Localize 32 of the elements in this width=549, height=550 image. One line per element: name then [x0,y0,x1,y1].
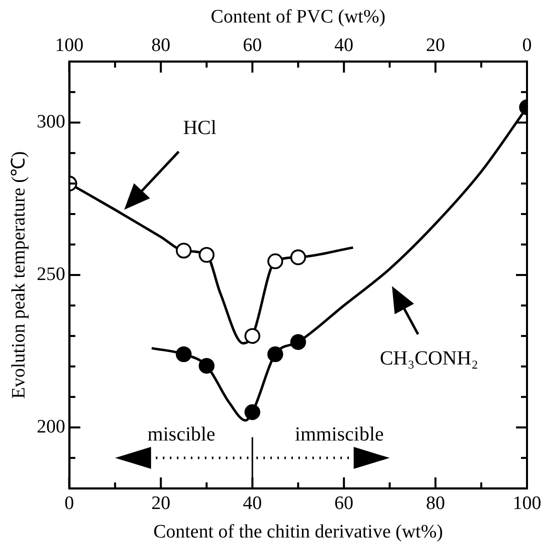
x-tick-label: 100 [512,492,542,514]
x2-tick-label: 100 [55,35,84,56]
y-tick-label: 300 [36,112,66,133]
x-tick-label: 40 [242,492,262,514]
x-tick-label: 0 [64,492,74,514]
point [290,334,306,350]
x-tick-label: 80 [426,492,445,514]
annotation: miscible [148,423,216,446]
x-tick-label: 60 [334,492,354,514]
x2-axis-title: Content of PVC (wt%) [210,6,386,28]
point [244,404,260,420]
point [244,328,260,344]
x-tick-label: 20 [151,492,170,514]
point [198,358,215,374]
point [267,253,284,270]
point [267,346,284,362]
x2-tick-label: 80 [151,35,170,56]
x2-tick-label: 20 [426,35,445,56]
x2-tick-label: 60 [242,35,262,56]
x2-tick-label: 40 [334,35,354,56]
annotation: immiscible [294,423,384,446]
y-tick-label: 250 [36,264,66,285]
x2-tick-label: 0 [522,35,532,56]
point [290,249,306,266]
annotation: CH₃CONH₂ [380,347,478,370]
point [198,246,215,263]
x-axis-title: Content of the chitin derivative (wt%) [153,522,443,543]
point [176,242,192,259]
annotation: HCl [183,116,217,139]
y-tick-label: 200 [36,416,66,438]
y-axis-title: Evolution peak temperature (℃) [8,151,30,399]
point [176,346,192,362]
